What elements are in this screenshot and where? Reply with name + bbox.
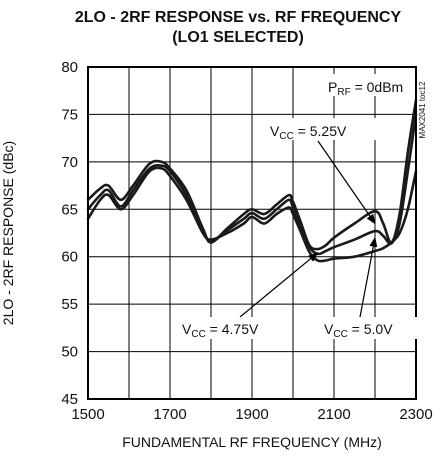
annotation-prf: PRF = 0dBm — [328, 79, 403, 98]
arrow-vcc50 — [359, 236, 378, 318]
annotation-vcc475-rest: = 4.75V — [206, 321, 259, 337]
y-tick-label: 60 — [61, 249, 78, 266]
y-tick-label: 80 — [61, 59, 78, 76]
annotation-vcc525-main: V — [270, 123, 280, 139]
y-tick-label: 50 — [61, 344, 78, 361]
annotation-vcc475-main: V — [182, 321, 192, 337]
annotation-prf-sub: RF — [337, 87, 350, 98]
y-tick-label: 75 — [61, 106, 78, 123]
series-line-1 — [86, 166, 418, 263]
y-tick-label: 45 — [61, 391, 78, 408]
x-tick-label: 1500 — [71, 406, 104, 423]
annotation-vcc475: VCC = 4.75V — [182, 321, 259, 340]
y-tick-label: 65 — [61, 201, 78, 218]
annotation-prf-main: P — [328, 79, 337, 95]
vcc50-label-bg — [318, 317, 420, 339]
prf-label-bg — [322, 74, 408, 96]
vcc475-label-bg — [178, 317, 292, 339]
annotation-vcc50: VCC = 5.0V — [324, 321, 393, 340]
arrow-vcc475 — [239, 252, 319, 318]
x-tick-label: 2100 — [317, 406, 350, 423]
y-axis-label: 2LO - 2RF RESPONSE (dBc) — [0, 141, 16, 325]
y-tick-label: 70 — [61, 154, 78, 171]
annotation-prf-rest: = 0dBm — [351, 79, 404, 95]
annotation-vcc525: VCC = 5.25V — [270, 123, 347, 142]
series-lines — [86, 98, 418, 263]
chart-title-line-1: 2LO - 2RF RESPONSE vs. RF FREQUENCY — [75, 9, 402, 26]
annotation-vcc50-sub: CC — [333, 329, 347, 340]
x-axis-label: FUNDAMENTAL RF FREQUENCY (MHz) — [122, 434, 382, 450]
arrow-vcc525 — [317, 140, 376, 225]
chart-title-line-2: (LO1 SELECTED) — [172, 29, 304, 46]
series-line-3 — [86, 98, 418, 251]
plot-frame — [87, 66, 417, 400]
annotation-vcc525-rest: = 5.25V — [294, 123, 347, 139]
series-line-2 — [86, 113, 418, 256]
x-tick-label: 1700 — [153, 406, 186, 423]
vcc525-label-bg — [266, 118, 378, 140]
x-tick-label: 1900 — [235, 406, 268, 423]
tick-labels: 1500 1700 1900 2100 2300 45 50 55 60 65 70 75 80 — [61, 59, 432, 423]
annotation-vcc50-main: V — [324, 321, 334, 337]
x-tick-label: 2300 — [399, 406, 432, 423]
annotation-arrows — [239, 140, 378, 318]
annotation-vcc50-rest: = 5.0V — [348, 321, 393, 337]
y-tick-label: 55 — [61, 296, 78, 313]
annotation-vcc525-sub: CC — [279, 131, 293, 142]
side-label: MAX2041 toc12 — [418, 81, 427, 138]
annotation-vcc475-sub: CC — [191, 329, 205, 340]
